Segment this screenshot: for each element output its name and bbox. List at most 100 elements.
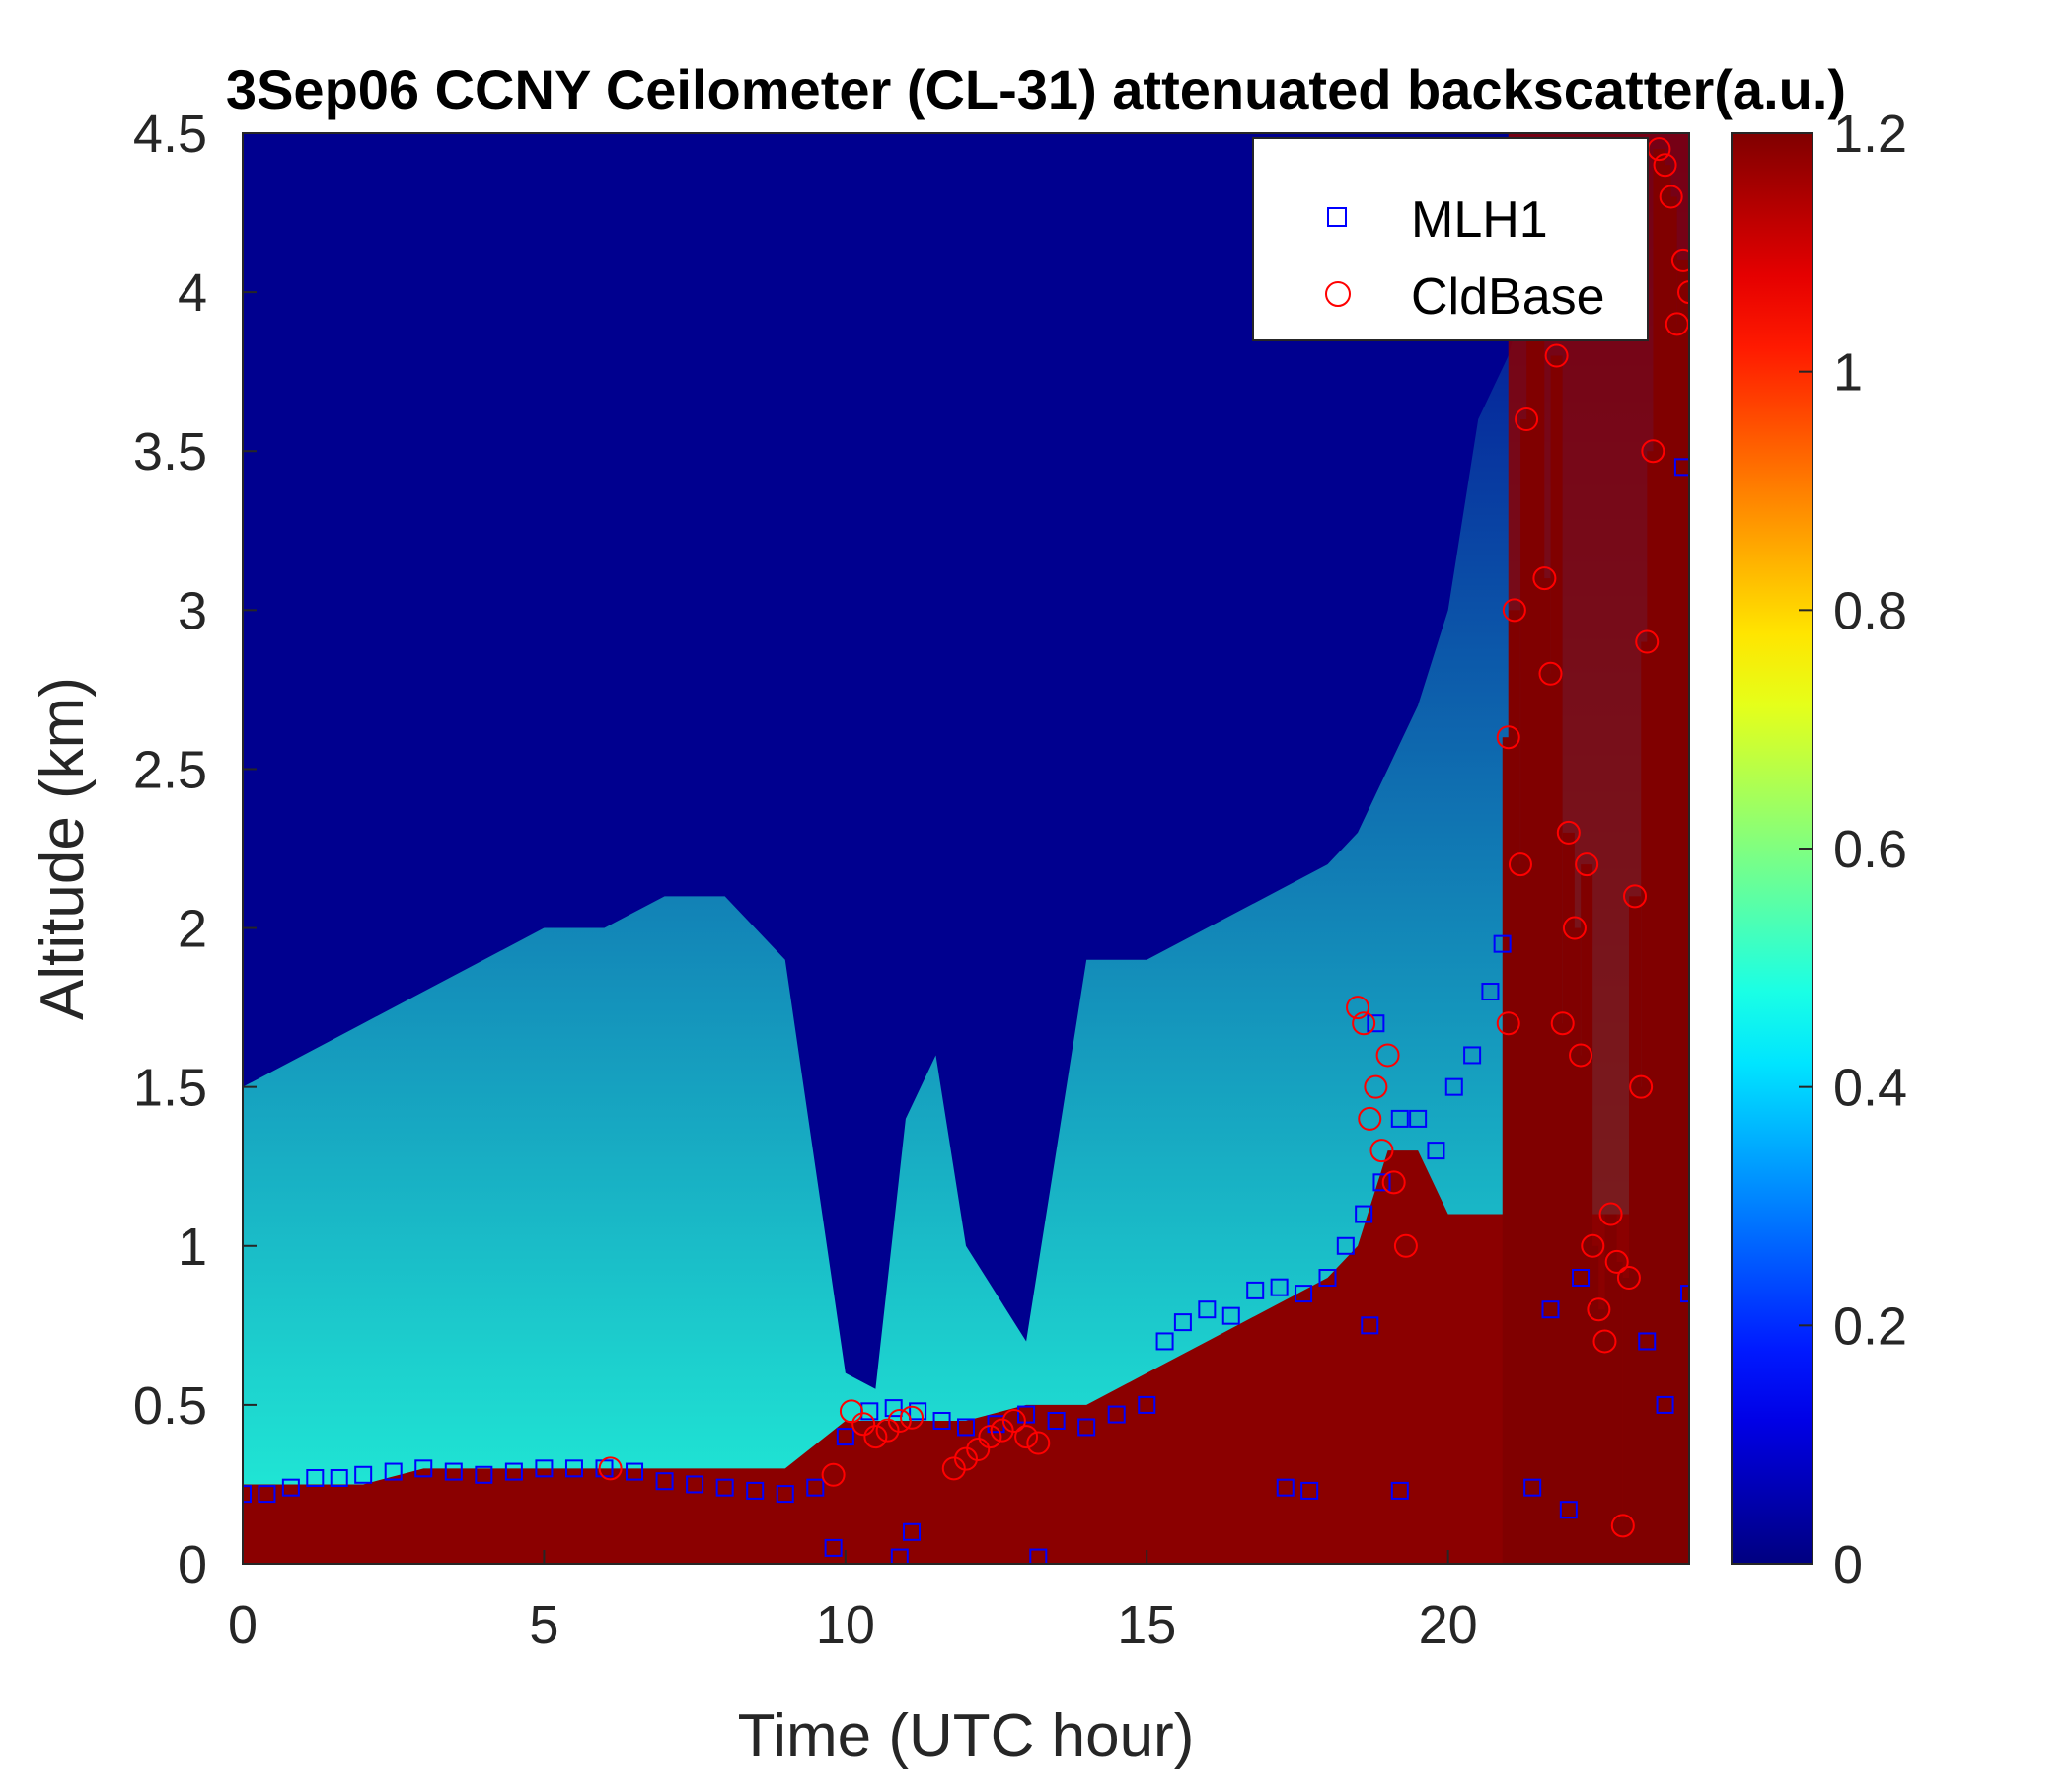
y-tick-label: 3.5: [133, 422, 207, 481]
cldbase-point: [875, 1418, 900, 1443]
mlh1-point: [1390, 1481, 1409, 1500]
cldbase-point: [1670, 248, 1689, 272]
cldbase-point: [1581, 1233, 1605, 1258]
cldbase-point: [990, 1418, 1014, 1443]
mlh1-point: [1295, 1285, 1313, 1303]
colorbar: 0 0.2 0.4 0.6 0.8 1 1.2: [1731, 105, 1907, 1594]
cloud-streak: [1676, 259, 1689, 1564]
cldbase-point: [1538, 661, 1563, 686]
mlh1-point: [1463, 1046, 1482, 1065]
y-tick-label: 0.5: [133, 1376, 207, 1436]
mlh1-point: [1541, 1300, 1560, 1319]
mlh1-point: [1390, 1109, 1409, 1128]
y-axis-label: Altitude (km): [29, 677, 97, 1020]
mlh1-point: [746, 1481, 765, 1500]
mlh1-point: [1481, 983, 1500, 1000]
mlh1-point: [1198, 1300, 1217, 1319]
x-tick-label: 10: [816, 1595, 875, 1655]
mlh1-point: [903, 1522, 922, 1541]
colorbar-tick-label: 0.6: [1833, 820, 1907, 879]
cldbase-point: [900, 1405, 925, 1430]
y-tick-label: 3: [178, 581, 207, 640]
mlh1-point: [1680, 1285, 1689, 1303]
x-tick-label: 5: [529, 1595, 558, 1655]
cldbase-point: [1665, 312, 1689, 336]
cldbase-point: [1604, 1249, 1629, 1274]
mlh1-point: [1270, 1278, 1289, 1296]
mlh1-point: [243, 1485, 252, 1504]
mlh1-point: [354, 1465, 373, 1484]
mlh1-series: [243, 458, 1689, 1564]
mlh1-point: [1107, 1405, 1126, 1424]
y-tick-label: 4.5: [133, 105, 207, 164]
mlh1-point: [504, 1462, 523, 1481]
mlh1-point: [626, 1462, 644, 1481]
cldbase-point: [1346, 996, 1370, 1020]
aerosol-layer: [243, 133, 1689, 1564]
mlh1-point: [884, 1399, 903, 1418]
mlh1-point: [1155, 1332, 1174, 1351]
mlh1-point: [1246, 1281, 1265, 1299]
mlh1-point: [1173, 1313, 1192, 1332]
cldbase-point: [954, 1446, 978, 1471]
x-axis-label: Time (UTC hour): [738, 1702, 1195, 1770]
mlh1-point: [1673, 458, 1689, 477]
colorbar-tick-label: 0.2: [1833, 1296, 1907, 1356]
cldbase-point: [851, 1412, 876, 1437]
mlh1-point: [932, 1412, 951, 1430]
cldbase-point: [1562, 916, 1587, 940]
cldbase-point: [1352, 1011, 1376, 1036]
cldbase-point: [1575, 852, 1599, 877]
mlh1-point: [836, 1428, 854, 1446]
mlh1-point: [1493, 934, 1512, 953]
mlh1-point: [1656, 1395, 1674, 1414]
cldbase-point: [1364, 1074, 1388, 1099]
y-tick-label: 0: [178, 1535, 207, 1594]
cldbase-point: [1375, 1043, 1400, 1068]
mlh1-point: [281, 1478, 300, 1497]
cldbase-point: [1358, 1106, 1382, 1131]
mlh1-point: [1029, 1548, 1048, 1564]
cldbase-point: [1550, 1011, 1575, 1036]
cldbase-point: [1369, 1139, 1394, 1163]
legend-box: [1252, 137, 1649, 341]
y-tick-label: 2.5: [133, 740, 207, 799]
mlh1-point: [1221, 1306, 1240, 1325]
cldbase-point: [821, 1462, 846, 1487]
cldbase-point: [1026, 1431, 1051, 1455]
mlh1-point: [1017, 1405, 1036, 1424]
mlh1-point: [306, 1469, 325, 1487]
colorbar-tick-label: 1.2: [1833, 105, 1907, 164]
cldbase-point: [1496, 1011, 1520, 1036]
cldbase-point: [839, 1399, 863, 1424]
mlh1-point: [1372, 1173, 1391, 1192]
mlh1-point: [909, 1402, 927, 1421]
y-tick-label: 4: [178, 263, 207, 323]
x-tick-label: 0: [228, 1595, 258, 1655]
mlh1-point: [715, 1478, 734, 1497]
cldbase-point: [1502, 598, 1526, 623]
cldbase-point: [1587, 1297, 1611, 1322]
mlh1-point: [1367, 1014, 1385, 1033]
cldbase-point: [1496, 725, 1520, 750]
legend-marker-mlh1: [1327, 207, 1347, 227]
mlh1-point: [1361, 1316, 1379, 1335]
cldbase-point: [1635, 629, 1660, 654]
cldbase-point: [1629, 1074, 1654, 1099]
cldbase-point: [1556, 820, 1581, 845]
mlh1-point: [1355, 1205, 1373, 1223]
mlh1-point: [475, 1465, 493, 1484]
mlh1-point: [957, 1418, 975, 1437]
mlh1-point: [824, 1538, 843, 1557]
surface-layer: [243, 1150, 1689, 1564]
cldbase-point: [598, 1456, 623, 1481]
cldbase-point: [1641, 439, 1665, 464]
mlh1-point: [1427, 1142, 1445, 1160]
x-tick-label: 15: [1117, 1595, 1176, 1655]
y-tick-label: 1.5: [133, 1059, 207, 1118]
mlh1-point: [1559, 1501, 1578, 1519]
cldbase-point: [1598, 1202, 1623, 1226]
cldbase-point: [978, 1425, 1002, 1449]
cldbase-point: [887, 1409, 912, 1433]
